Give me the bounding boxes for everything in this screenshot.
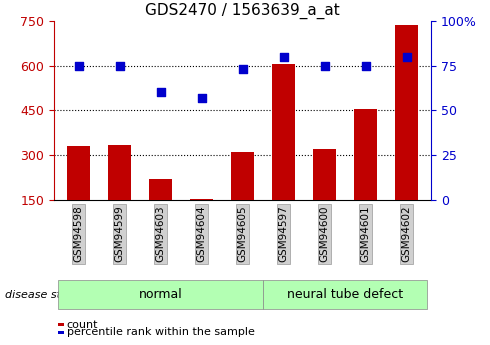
Text: GSM94599: GSM94599 — [115, 206, 124, 263]
Text: percentile rank within the sample: percentile rank within the sample — [67, 327, 254, 337]
Title: GDS2470 / 1563639_a_at: GDS2470 / 1563639_a_at — [145, 3, 340, 19]
Text: GSM94603: GSM94603 — [155, 206, 166, 262]
Bar — [354, 109, 377, 245]
Bar — [313, 149, 336, 245]
Bar — [190, 199, 213, 245]
Point — [157, 90, 165, 95]
Text: normal: normal — [139, 288, 182, 301]
Text: GSM94600: GSM94600 — [319, 206, 330, 262]
Point — [197, 95, 205, 101]
Text: GSM94601: GSM94601 — [361, 206, 370, 262]
Text: GSM94598: GSM94598 — [74, 206, 83, 263]
Point — [74, 63, 82, 68]
Bar — [231, 152, 254, 245]
Bar — [272, 64, 295, 245]
Text: GSM94597: GSM94597 — [278, 206, 289, 263]
Text: GSM94605: GSM94605 — [238, 206, 247, 262]
Point — [239, 66, 246, 72]
Text: GSM94602: GSM94602 — [402, 206, 412, 262]
Text: GSM94604: GSM94604 — [196, 206, 207, 262]
Bar — [149, 179, 172, 245]
Point — [403, 54, 411, 59]
Point — [116, 63, 123, 68]
Text: neural tube defect: neural tube defect — [287, 288, 403, 301]
Point — [280, 54, 288, 59]
Text: disease state ▶: disease state ▶ — [5, 290, 91, 299]
Point — [320, 63, 328, 68]
Bar — [395, 25, 418, 245]
Point — [362, 63, 369, 68]
Bar — [67, 146, 90, 245]
Text: count: count — [67, 320, 98, 330]
Bar — [108, 145, 131, 245]
